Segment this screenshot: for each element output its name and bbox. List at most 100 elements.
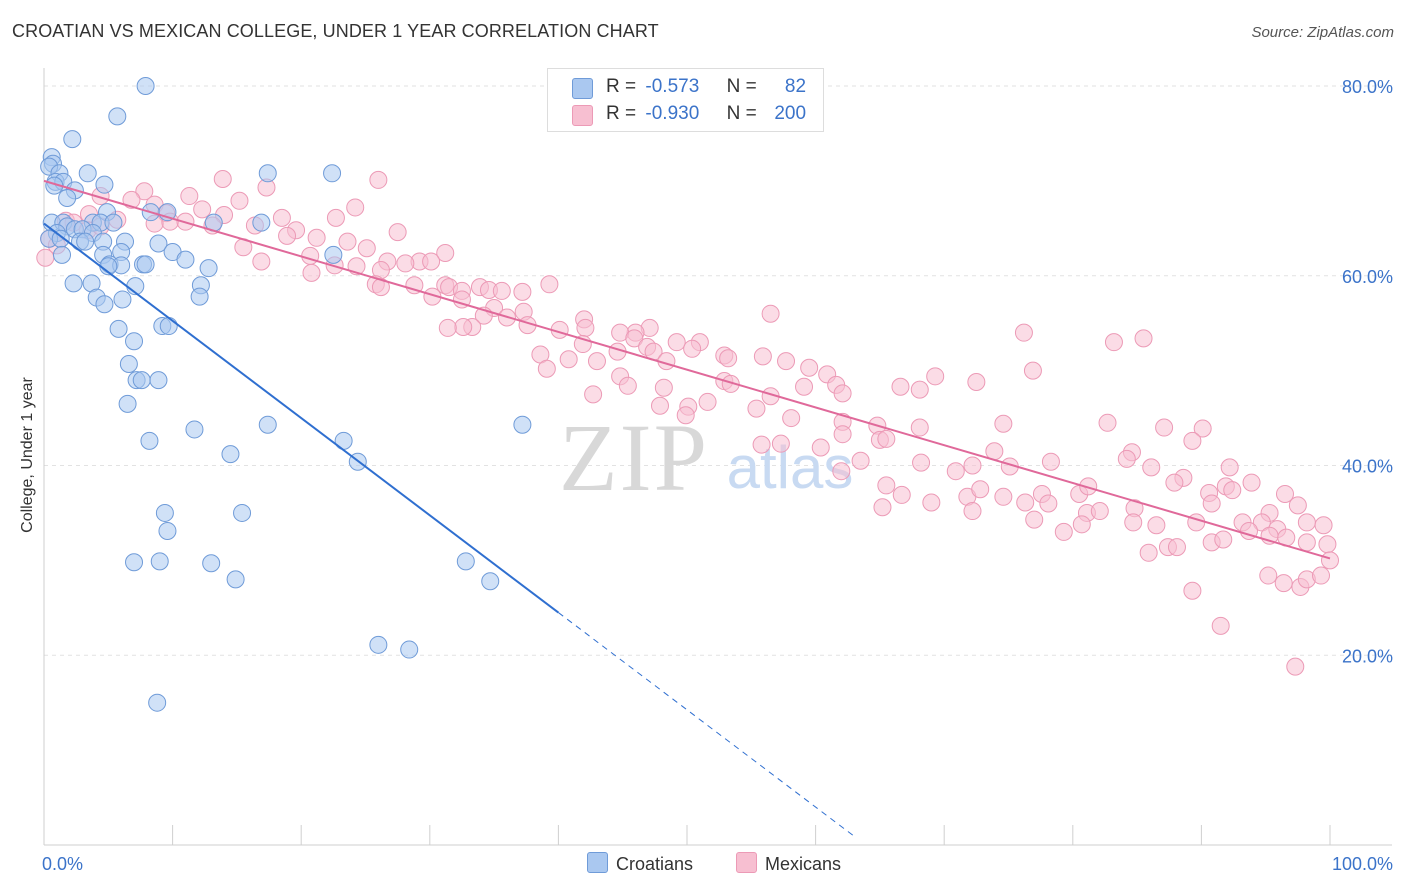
croatian-point xyxy=(185,420,204,439)
croatian-point xyxy=(118,394,137,413)
mexican-point xyxy=(272,208,291,227)
mexican-point xyxy=(213,169,232,188)
mexican-point xyxy=(1054,522,1073,541)
mexican-point xyxy=(1286,657,1305,676)
croatian-point xyxy=(119,354,138,373)
mexican-point xyxy=(122,190,141,209)
croatian-point xyxy=(136,77,155,95)
croatian-point xyxy=(226,570,245,589)
croatian-point xyxy=(63,130,82,149)
mexican-point xyxy=(1167,538,1186,557)
mexican-point xyxy=(513,282,532,301)
mexican-point xyxy=(559,350,578,369)
mexican-point xyxy=(422,252,441,271)
mexican-point xyxy=(811,438,830,457)
mexican-point xyxy=(752,435,771,454)
mexican-point xyxy=(1275,484,1294,503)
mexican-point xyxy=(1155,418,1174,437)
source-label: Source: ZipAtlas.com xyxy=(1251,24,1394,41)
mexican-point xyxy=(698,392,717,411)
mexicans-label: Mexicans xyxy=(765,854,842,874)
mexican-point xyxy=(625,329,644,348)
mexican-point xyxy=(800,358,819,377)
mexican-point xyxy=(1297,513,1316,532)
croatian-point xyxy=(113,290,132,309)
mexican-point xyxy=(371,278,390,297)
mexican-point xyxy=(346,198,365,217)
mexican-point xyxy=(963,456,982,475)
bottom-legend-mexicans: Mexicans xyxy=(736,852,841,875)
mexican-point xyxy=(576,318,595,337)
mexican-point xyxy=(36,248,55,267)
mexican-point xyxy=(1147,516,1166,535)
mexican-point xyxy=(1223,481,1242,500)
mexican-point xyxy=(1039,494,1058,513)
croatians-trend-line xyxy=(43,222,560,614)
mexican-point xyxy=(193,200,212,219)
mexican-point xyxy=(396,254,415,273)
croatians-swatch xyxy=(587,852,608,873)
grid-lines xyxy=(44,85,1392,656)
mexican-point xyxy=(971,480,990,499)
y-tick-label: 80.0% xyxy=(1342,77,1393,97)
mexican-point xyxy=(1014,323,1033,342)
croatian-point xyxy=(400,640,419,659)
mexican-point xyxy=(1098,413,1117,432)
croatians-trend-extension xyxy=(558,612,855,837)
mexican-point xyxy=(676,406,695,425)
croatian-point xyxy=(513,415,532,434)
croatian-point xyxy=(159,317,178,336)
x-tick-label: 100.0% xyxy=(1332,854,1393,874)
y-tick-label: 60.0% xyxy=(1342,267,1393,287)
mexican-point xyxy=(650,396,669,415)
mexican-point xyxy=(910,418,929,437)
mexican-point xyxy=(436,243,455,262)
mexican-point xyxy=(1214,530,1233,549)
mexican-point xyxy=(1165,473,1184,492)
mexican-point xyxy=(1072,515,1091,534)
chart-title: CROATIAN VS MEXICAN COLLEGE, UNDER 1 YEA… xyxy=(12,21,659,41)
croatian-point xyxy=(109,319,128,338)
croatian-point xyxy=(132,371,151,390)
croatian-point xyxy=(202,554,221,573)
croatian-point xyxy=(150,552,169,571)
mexican-point xyxy=(135,182,154,201)
mexican-point xyxy=(180,187,199,206)
mexican-point xyxy=(1274,574,1293,593)
croatian-point xyxy=(53,245,72,264)
mexican-point xyxy=(1023,361,1042,380)
croatian-point xyxy=(95,295,114,314)
croatian-point xyxy=(456,552,475,571)
mexican-point xyxy=(926,367,945,386)
mexican-point xyxy=(994,487,1013,506)
mexican-point xyxy=(782,409,801,428)
croatian-point xyxy=(252,213,271,232)
mexican-point xyxy=(492,281,511,300)
mexican-point xyxy=(1117,449,1136,468)
mexican-point xyxy=(1041,452,1060,471)
croatian-point xyxy=(258,415,277,434)
n-value: 200 xyxy=(774,103,807,124)
mexican-point xyxy=(1193,419,1212,438)
mexican-point xyxy=(851,451,870,470)
croatians-swatch xyxy=(572,78,593,99)
mexican-point xyxy=(302,263,321,282)
x-tick-label: 0.0% xyxy=(42,854,83,874)
croatian-point xyxy=(155,503,174,522)
mexican-point xyxy=(946,462,965,481)
mexican-point xyxy=(1183,431,1202,450)
croatian-point xyxy=(140,431,159,450)
croatian-point xyxy=(258,164,277,183)
mexican-point xyxy=(719,349,738,368)
croatian-point xyxy=(125,553,144,572)
croatian-point xyxy=(199,259,218,278)
croatian-point xyxy=(58,188,77,207)
croatian-point xyxy=(149,234,168,253)
croatian-point xyxy=(104,213,123,232)
y-tick-label: 20.0% xyxy=(1342,646,1393,666)
mexican-point xyxy=(683,339,702,358)
mexican-point xyxy=(1134,329,1153,348)
mexican-point xyxy=(1288,496,1307,515)
croatian-point xyxy=(176,250,195,269)
mexican-point xyxy=(452,290,471,309)
